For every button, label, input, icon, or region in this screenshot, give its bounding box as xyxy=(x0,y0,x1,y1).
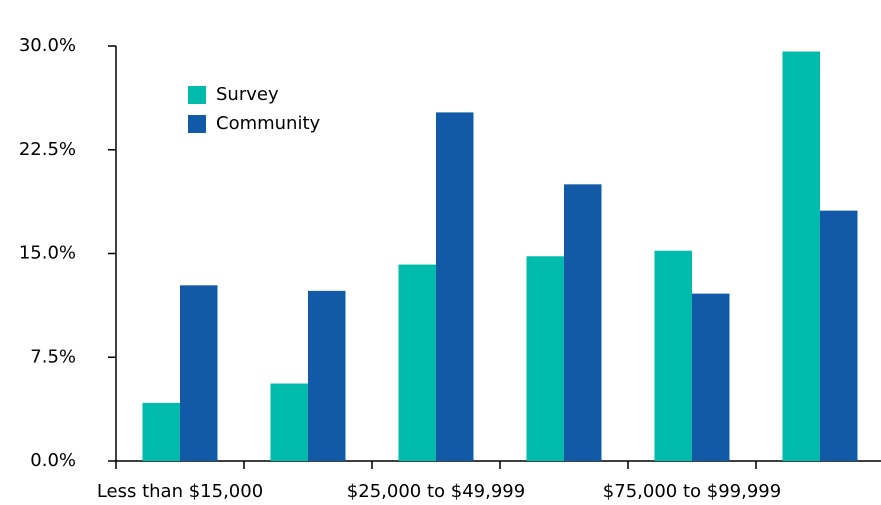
bar xyxy=(436,112,474,462)
y-tick-label: 15.0% xyxy=(19,243,76,264)
bar xyxy=(270,383,308,461)
y-tick-label: 7.5% xyxy=(30,346,76,367)
y-tick-label: 0.0% xyxy=(30,450,76,471)
y-tick-label: 22.5% xyxy=(19,139,76,160)
legend-swatch xyxy=(188,115,206,133)
bar xyxy=(398,264,436,461)
x-tick-label: Less than $15,000 xyxy=(97,481,263,502)
y-tick-label: 30.0% xyxy=(19,35,76,56)
bar xyxy=(142,402,180,461)
bar xyxy=(692,293,730,461)
legend-label: Community xyxy=(216,113,321,134)
x-tick-label: $25,000 to $49,999 xyxy=(347,481,525,502)
bar xyxy=(782,51,820,462)
x-tick-label: $75,000 to $99,999 xyxy=(603,481,781,502)
bar xyxy=(654,250,692,461)
legend-label: Survey xyxy=(216,84,279,105)
bar xyxy=(526,256,564,461)
bar xyxy=(308,290,346,461)
bar xyxy=(564,184,602,462)
bar xyxy=(820,210,858,461)
bar xyxy=(180,285,218,461)
legend-swatch xyxy=(188,86,206,104)
